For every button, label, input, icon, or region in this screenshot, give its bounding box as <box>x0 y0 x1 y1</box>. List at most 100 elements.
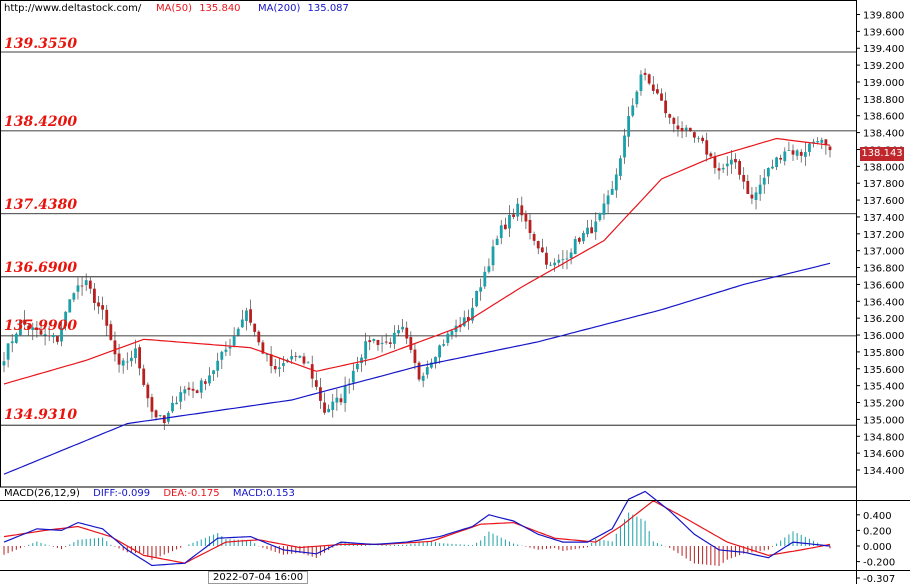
candle <box>701 135 705 144</box>
candle <box>421 372 425 388</box>
candle <box>512 208 515 220</box>
candle <box>97 296 100 314</box>
candle <box>51 332 55 344</box>
candle <box>88 276 92 294</box>
candle <box>154 409 158 421</box>
price-tick-label: 136.400 <box>863 297 904 308</box>
candle <box>619 155 622 181</box>
macd-dea-legend: DEA:-0.175 <box>163 488 219 499</box>
candle <box>183 385 187 401</box>
ma50-legend-label: MA(50) <box>156 3 192 14</box>
macd-dea-legend-value: -0.175 <box>187 488 220 499</box>
macd-tick-label: 0.400 <box>863 511 892 522</box>
candle <box>425 360 429 379</box>
current-price-badge: 138.143 <box>860 147 904 162</box>
candle <box>762 169 766 194</box>
candle <box>351 362 355 391</box>
candle <box>631 98 635 118</box>
candle <box>84 273 88 291</box>
candle <box>208 367 211 386</box>
candle <box>549 261 552 267</box>
candle <box>561 250 565 269</box>
candle <box>331 393 335 418</box>
candle <box>557 254 561 268</box>
candle <box>676 116 680 137</box>
candle <box>23 310 26 327</box>
candle <box>692 131 696 143</box>
candle <box>586 220 589 238</box>
candle <box>651 76 655 95</box>
candle <box>668 113 672 125</box>
candle <box>216 352 220 378</box>
candle <box>314 372 318 391</box>
level-label-2: 138.4200 <box>4 114 78 130</box>
candle <box>335 388 339 411</box>
candle <box>442 339 446 347</box>
candle <box>413 343 417 370</box>
candle <box>738 159 741 180</box>
level-label-4: 136.6900 <box>4 260 78 276</box>
price-tick-label: 134.400 <box>863 466 904 477</box>
macd-value-legend: MACD:0.153 <box>233 488 295 499</box>
candle <box>31 322 35 341</box>
price-tick-label: 138.000 <box>863 162 904 173</box>
candle <box>306 361 310 364</box>
candle <box>717 162 721 180</box>
candle <box>799 149 803 163</box>
candle <box>582 230 585 244</box>
candle <box>121 358 125 374</box>
candle <box>775 156 778 171</box>
candle <box>323 392 326 415</box>
price-tick-label: 137.600 <box>863 196 904 207</box>
price-tick-label: 134.800 <box>863 432 904 443</box>
price-tick-label: 139.600 <box>863 27 904 38</box>
ma200-legend-label: MA(200) <box>258 3 301 14</box>
candle <box>783 147 787 166</box>
level-label-1: 139.3550 <box>4 36 78 52</box>
candle <box>824 139 828 155</box>
candle <box>146 382 150 408</box>
price-tick-label: 139.800 <box>863 11 904 22</box>
candle <box>171 395 174 414</box>
candle <box>224 341 228 357</box>
macd-tick-label: -0.200 <box>863 558 895 569</box>
candle <box>80 276 84 296</box>
candle <box>179 386 183 410</box>
candle <box>466 309 470 330</box>
candle <box>602 193 606 220</box>
candle <box>249 299 252 326</box>
candle <box>39 326 43 336</box>
candle <box>705 132 709 162</box>
level-label-5: 135.9900 <box>4 318 78 334</box>
price-tick-label: 136.600 <box>863 280 904 291</box>
candle <box>101 296 105 320</box>
macd-dea-line <box>3 500 831 564</box>
candle <box>339 393 343 406</box>
candle <box>397 325 400 336</box>
price-tick-label: 135.600 <box>863 365 904 376</box>
candle <box>240 309 244 328</box>
candle <box>758 175 762 201</box>
candle <box>277 357 281 377</box>
candle <box>446 330 450 347</box>
macd-histogram <box>3 512 831 566</box>
candle <box>573 236 577 255</box>
candle <box>384 333 388 345</box>
candle <box>721 163 725 174</box>
macd-tick-label: 0.200 <box>863 526 892 537</box>
candle <box>356 356 359 373</box>
price-tick-label: 138.400 <box>863 129 904 140</box>
candle <box>483 266 487 289</box>
candle <box>109 320 113 341</box>
ma50-legend: MA(50) 135.840 <box>156 3 241 14</box>
candle <box>688 127 692 132</box>
candle <box>532 231 536 246</box>
candle <box>175 396 178 405</box>
price-tick-label: 138.600 <box>863 112 904 123</box>
candle <box>795 149 799 160</box>
candle <box>820 137 824 150</box>
candle <box>64 311 68 331</box>
macd-axis-ticks: 0.400 0.200 0.000 -0.200 -0.307 <box>856 511 895 584</box>
